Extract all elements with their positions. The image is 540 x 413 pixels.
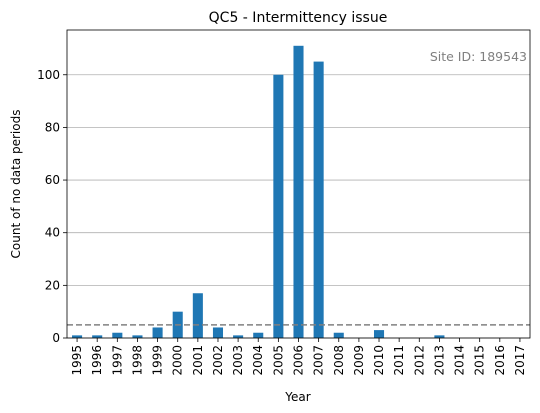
x-tick-label: 2016 [493, 345, 507, 376]
bar-2008 [333, 332, 344, 338]
x-tick-label: 1996 [90, 345, 104, 376]
bar-2006 [293, 45, 304, 339]
bar-2007 [313, 61, 324, 338]
x-tick-label: 1995 [70, 345, 84, 376]
x-tick-label: 2004 [251, 345, 265, 376]
x-tick-label: 2000 [171, 345, 185, 376]
bar-2013 [434, 335, 445, 338]
bars [72, 45, 445, 339]
x-tick-label: 2005 [271, 345, 285, 376]
bar-2001 [192, 293, 203, 338]
bar-1995 [72, 335, 83, 338]
bar-1999 [152, 327, 163, 338]
bar-1997 [112, 332, 123, 338]
bar-2005 [273, 74, 284, 338]
y-axis-label: Count of no data periods [9, 110, 23, 259]
x-tick-label: 2012 [412, 345, 426, 376]
x-tick-label: 2010 [372, 345, 386, 376]
y-ticks: 0 20 40 60 80 100 [37, 68, 67, 345]
x-tick-label: 2002 [211, 345, 225, 376]
x-tick-label: 2014 [453, 345, 467, 376]
bar-2003 [233, 335, 244, 338]
y-tick-label: 40 [45, 226, 60, 240]
x-tick-label: 2011 [392, 345, 406, 376]
bar-2004 [253, 332, 264, 338]
x-tick-label: 1999 [151, 345, 165, 376]
x-tick-label: 2015 [473, 345, 487, 376]
bar-1998 [132, 335, 143, 338]
y-tick-label: 100 [37, 68, 60, 82]
x-tick-label: 2003 [231, 345, 245, 376]
y-tick-label: 0 [52, 331, 60, 345]
site-id-annotation: Site ID: 189543 [430, 49, 527, 64]
x-tick-label: 2006 [292, 345, 306, 376]
bar-2010 [373, 330, 385, 338]
y-tick-label: 60 [45, 173, 60, 187]
x-tick-label: 1997 [110, 345, 124, 376]
bar-1996 [92, 335, 103, 338]
y-tick-label: 20 [45, 278, 60, 292]
x-tick-label: 2001 [191, 345, 205, 376]
x-tick-label: 2007 [312, 345, 326, 376]
y-tick-label: 80 [45, 120, 60, 134]
x-ticks: 1995 1996 1997 1998 1999 2000 2001 2002 2003 2004… [70, 338, 527, 376]
bar-2002 [212, 327, 224, 338]
x-tick-label: 2017 [513, 345, 527, 376]
x-tick-label: 2008 [332, 345, 346, 376]
x-axis-label: Year [284, 390, 310, 404]
chart-title: QC5 - Intermittency issue [209, 10, 388, 26]
x-tick-label: 2013 [432, 345, 446, 376]
x-tick-label: 1998 [130, 345, 144, 376]
x-tick-label: 2009 [352, 345, 366, 376]
